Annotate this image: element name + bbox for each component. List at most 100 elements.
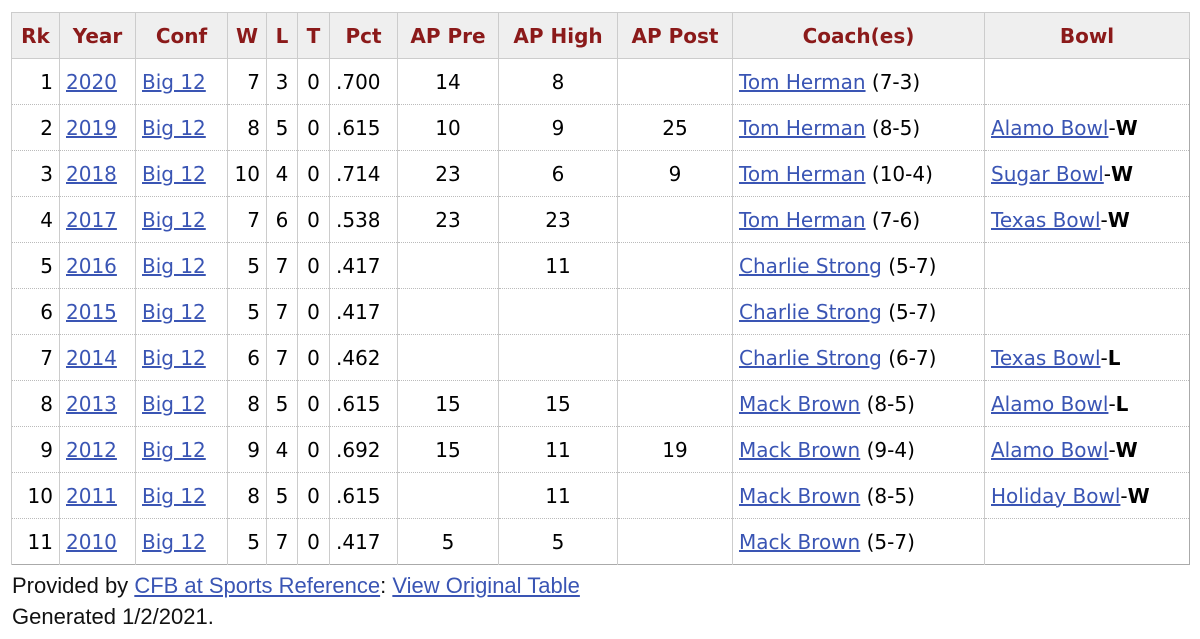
cell-t: 0 (297, 472, 330, 519)
year-link[interactable]: 2013 (66, 391, 117, 416)
coach-link[interactable]: Charlie Strong (739, 299, 882, 324)
coach-link[interactable]: Charlie Strong (739, 345, 882, 370)
column-header: L (266, 12, 298, 59)
coach-record: (5-7) (866, 529, 915, 554)
cell-bowl (984, 58, 1190, 105)
cell-coach: Mack Brown (9-4) (732, 426, 985, 473)
bowl-link[interactable]: Sugar Bowl (991, 161, 1104, 186)
coach-link[interactable]: Charlie Strong (739, 253, 882, 278)
cell-t: 0 (297, 288, 330, 335)
coach-record: (8-5) (866, 483, 915, 508)
cell-conf: Big 12 (135, 288, 228, 335)
cell-t: 0 (297, 58, 330, 105)
bowl-result: L (1115, 391, 1129, 416)
coach-link[interactable]: Tom Herman (739, 161, 866, 186)
column-header: AP High (498, 12, 618, 59)
cell-t: 0 (297, 196, 330, 243)
cell-w: 7 (227, 196, 267, 243)
cell-ap-post (617, 288, 733, 335)
cell-l: 5 (266, 472, 298, 519)
bowl-link[interactable]: Texas Bowl (991, 207, 1101, 232)
cell-coach: Mack Brown (8-5) (732, 380, 985, 427)
conf-link[interactable]: Big 12 (142, 115, 206, 140)
cell-pct: .700 (329, 58, 398, 105)
cell-pct: .615 (329, 380, 398, 427)
coach-link[interactable]: Mack Brown (739, 391, 861, 416)
year-link[interactable]: 2017 (66, 207, 117, 232)
cell-w: 8 (227, 104, 267, 151)
conf-link[interactable]: Big 12 (142, 299, 206, 324)
year-link[interactable]: 2018 (66, 161, 117, 186)
table-row: 9 2012 Big 12 9 4 0.692 15 11 19 Mack Brown (9-4)… (11, 426, 1190, 473)
coach-record: (6-7) (888, 345, 937, 370)
cell-ap-pre: 15 (397, 426, 499, 473)
bowl-link[interactable]: Holiday Bowl (991, 483, 1121, 508)
coach-link[interactable]: Mack Brown (739, 437, 861, 462)
cell-year: 2013 (59, 380, 136, 427)
generated-line: Generated 1/2/2021. (12, 604, 214, 629)
cell-year: 2019 (59, 104, 136, 151)
conf-link[interactable]: Big 12 (142, 529, 206, 554)
cell-ap-high: 23 (498, 196, 618, 243)
table-row: 4 2017 Big 12 7 6 0.538 23 23 Tom Herman (7-6) Te… (11, 196, 1190, 243)
year-link[interactable]: 2016 (66, 253, 117, 278)
conf-link[interactable]: Big 12 (142, 69, 206, 94)
year-link[interactable]: 2020 (66, 69, 117, 94)
cell-l: 5 (266, 104, 298, 151)
conf-link[interactable]: Big 12 (142, 437, 206, 462)
cell-w: 7 (227, 58, 267, 105)
coach-link[interactable]: Mack Brown (739, 483, 861, 508)
column-header: Bowl (984, 12, 1190, 59)
coach-link[interactable]: Mack Brown (739, 529, 861, 554)
coach-link[interactable]: Tom Herman (739, 115, 866, 140)
cell-coach: Tom Herman (7-6) (732, 196, 985, 243)
cell-conf: Big 12 (135, 426, 228, 473)
bowl-link[interactable]: Texas Bowl (991, 345, 1101, 370)
cell-rk: 10 (11, 472, 60, 519)
cell-coach: Mack Brown (5-7) (732, 518, 985, 565)
cell-conf: Big 12 (135, 472, 228, 519)
conf-link[interactable]: Big 12 (142, 345, 206, 370)
bowl-link[interactable]: Alamo Bowl (991, 115, 1109, 140)
cell-year: 2011 (59, 472, 136, 519)
footer: Provided by CFB at Sports Reference: Vie… (12, 570, 580, 632)
cell-pct: .538 (329, 196, 398, 243)
year-link[interactable]: 2015 (66, 299, 117, 324)
year-link[interactable]: 2014 (66, 345, 117, 370)
cell-t: 0 (297, 150, 330, 197)
view-table-link[interactable]: View Original Table (392, 573, 580, 598)
conf-link[interactable]: Big 12 (142, 391, 206, 416)
table-row: 10 2011 Big 12 8 5 0.615 11 Mack Brown (8-5) Hol… (11, 472, 1190, 519)
coach-link[interactable]: Tom Herman (739, 207, 866, 232)
cell-bowl: Holiday Bowl-W (984, 472, 1190, 519)
cell-ap-pre: 5 (397, 518, 499, 565)
cell-ap-high (498, 288, 618, 335)
conf-link[interactable]: Big 12 (142, 207, 206, 232)
year-link[interactable]: 2012 (66, 437, 117, 462)
year-link[interactable]: 2010 (66, 529, 117, 554)
conf-link[interactable]: Big 12 (142, 483, 206, 508)
cell-ap-post (617, 472, 733, 519)
cell-ap-high: 9 (498, 104, 618, 151)
cell-ap-pre (397, 472, 499, 519)
year-link[interactable]: 2019 (66, 115, 117, 140)
conf-link[interactable]: Big 12 (142, 161, 206, 186)
cell-ap-post: 19 (617, 426, 733, 473)
conf-link[interactable]: Big 12 (142, 253, 206, 278)
cell-bowl: Texas Bowl-L (984, 334, 1190, 381)
cell-pct: .692 (329, 426, 398, 473)
cell-l: 6 (266, 196, 298, 243)
cell-ap-post (617, 242, 733, 289)
year-link[interactable]: 2011 (66, 483, 117, 508)
cell-ap-high: 11 (498, 426, 618, 473)
bowl-link[interactable]: Alamo Bowl (991, 437, 1109, 462)
cell-ap-post: 9 (617, 150, 733, 197)
cell-rk: 11 (11, 518, 60, 565)
coach-link[interactable]: Tom Herman (739, 69, 866, 94)
cell-ap-high: 11 (498, 472, 618, 519)
bowl-link[interactable]: Alamo Bowl (991, 391, 1109, 416)
source-link[interactable]: CFB at Sports Reference (134, 573, 381, 598)
cell-ap-high: 15 (498, 380, 618, 427)
cell-ap-pre (397, 242, 499, 289)
